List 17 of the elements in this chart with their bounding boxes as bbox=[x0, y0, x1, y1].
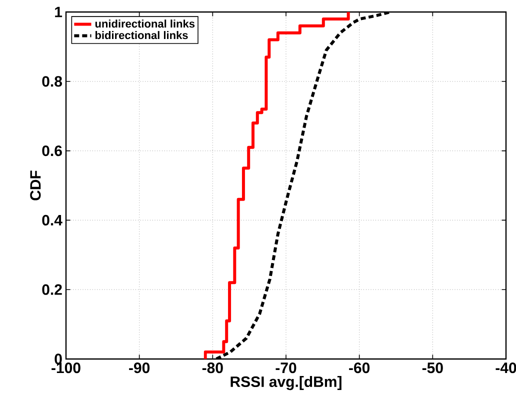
y-tick-label: 0.2 bbox=[42, 284, 62, 295]
x-tick-label: -100 bbox=[52, 362, 80, 374]
x-tick-label: -40 bbox=[496, 362, 516, 374]
legend-label: bidirectional links bbox=[95, 31, 188, 40]
y-axis-title: CDF bbox=[30, 170, 41, 200]
y-tick-label: 1 bbox=[55, 6, 62, 18]
x-tick-label: -50 bbox=[422, 362, 443, 374]
x-tick-label: -60 bbox=[349, 362, 370, 374]
y-tick-label: 0 bbox=[54, 354, 62, 364]
x-tick-label: -90 bbox=[129, 362, 150, 374]
x-axis-title: RSSI avg.[dBm] bbox=[230, 376, 342, 390]
x-tick-label: -70 bbox=[276, 362, 296, 374]
x-tick-label: -80 bbox=[202, 362, 223, 374]
y-tick-label: 0.8 bbox=[42, 76, 62, 87]
y-tick-label: 0.6 bbox=[42, 145, 62, 156]
y-tick-label: 0.4 bbox=[42, 214, 62, 226]
legend-label: unidirectional links bbox=[95, 20, 195, 28]
